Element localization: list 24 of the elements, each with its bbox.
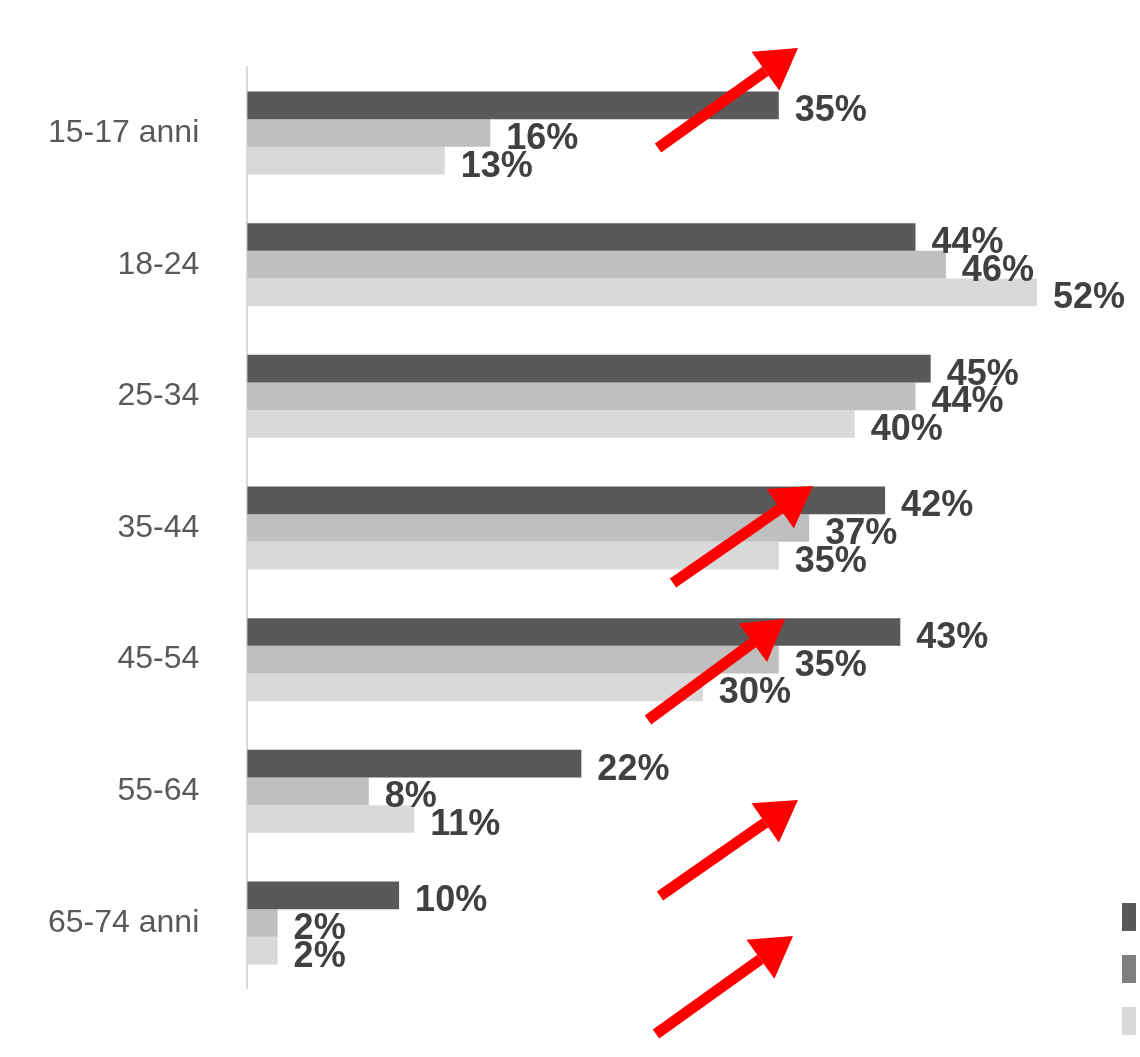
bar xyxy=(247,382,916,411)
data-label: 30% xyxy=(718,670,791,712)
data-label: 40% xyxy=(870,406,943,448)
bar xyxy=(247,354,931,383)
bar xyxy=(247,223,916,251)
data-label: 42% xyxy=(901,483,974,525)
bar xyxy=(247,777,369,806)
data-label: 52% xyxy=(1053,275,1126,317)
y-tick-label: 45-54 xyxy=(117,639,200,676)
bar xyxy=(247,909,278,937)
bar xyxy=(247,119,491,147)
data-label: 43% xyxy=(916,614,989,656)
data-label: 22% xyxy=(597,746,670,788)
data-label: 10% xyxy=(415,878,488,920)
y-tick-label: 55-64 xyxy=(117,771,200,808)
y-tick-label: 15-17 anni xyxy=(48,112,200,149)
y-tick-label: 25-34 xyxy=(117,376,200,413)
data-label: 35% xyxy=(794,642,867,684)
bar xyxy=(247,881,400,910)
y-tick-label: 18-24 xyxy=(117,244,200,281)
data-label: 35% xyxy=(794,88,867,130)
bar xyxy=(247,749,582,778)
y-tick-label: 65-74 anni xyxy=(48,902,200,939)
y-tick-label: 35-44 xyxy=(117,507,200,544)
